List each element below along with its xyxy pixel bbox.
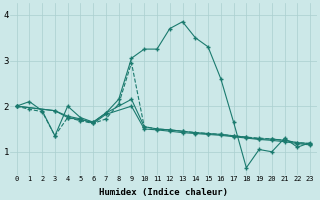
X-axis label: Humidex (Indice chaleur): Humidex (Indice chaleur) <box>99 188 228 197</box>
